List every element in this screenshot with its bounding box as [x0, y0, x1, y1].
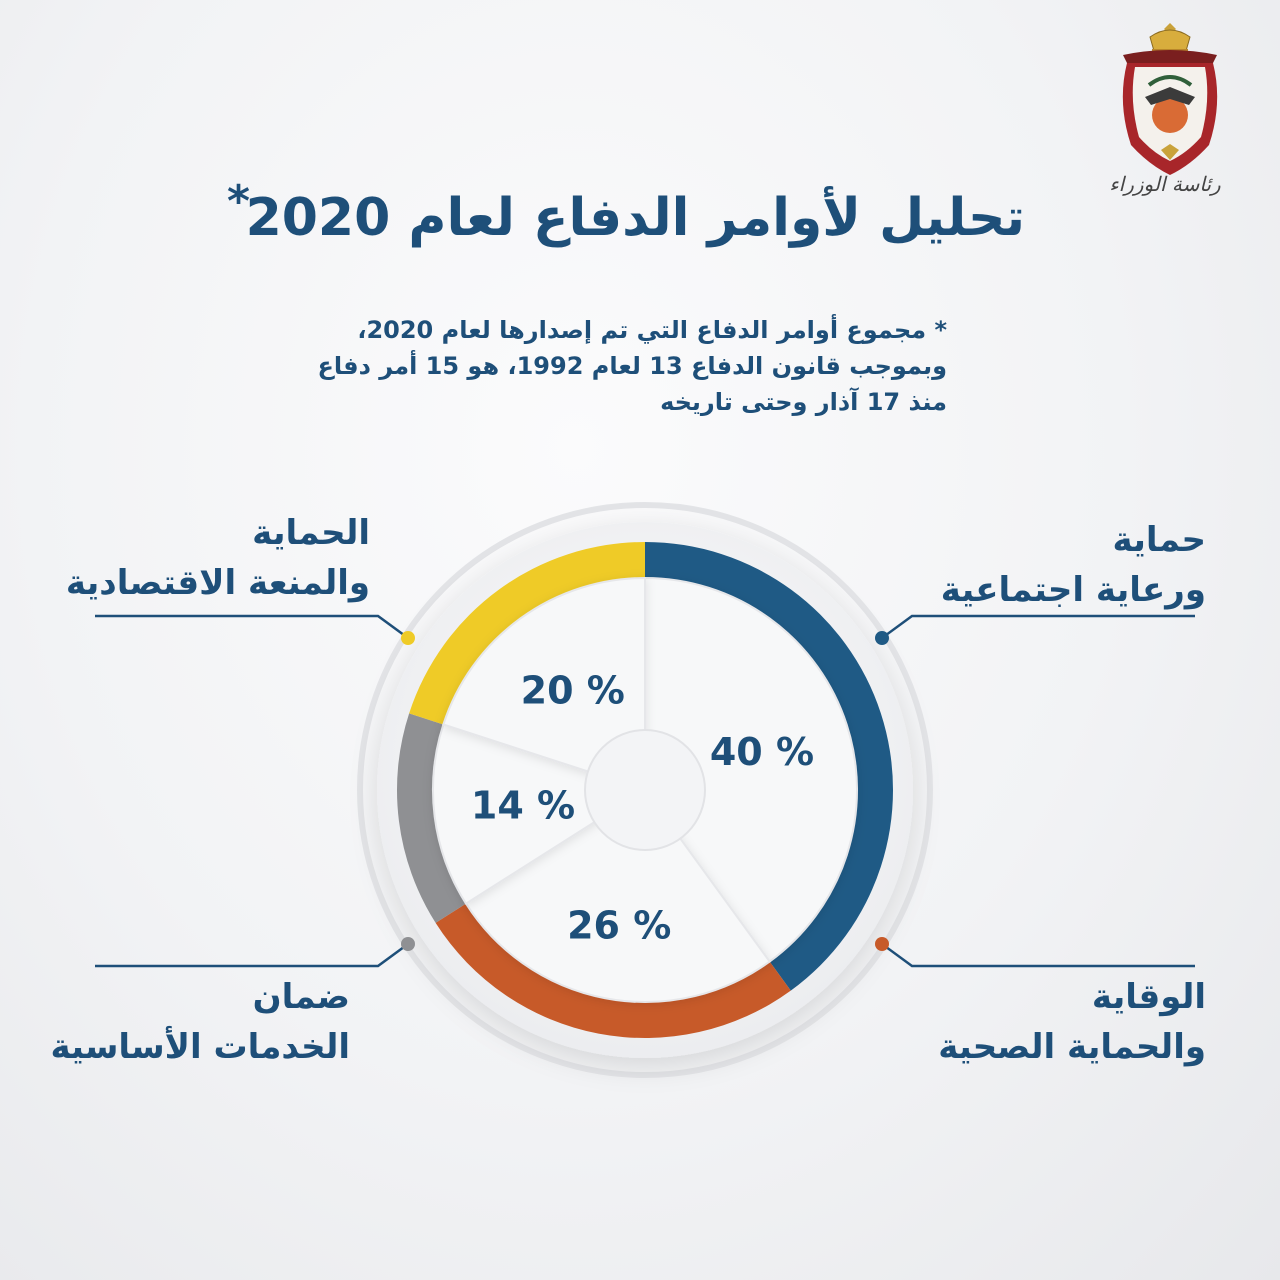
- category-label-social-protection: حماية ورعاية اجتماعية: [900, 515, 1206, 615]
- pie-slice-health-protection: [464, 788, 772, 1003]
- footnote-line: * مجموع أوامر الدفاع التي تم إصدارها لعا…: [357, 316, 947, 344]
- footnote-line: وبموجب قانون الدفاع 13 لعام 1992، هو 15 …: [317, 352, 948, 380]
- logo-caption: رئاسة الوزراء: [1109, 172, 1221, 196]
- category-label-line: والحماية الصحية: [938, 1027, 1206, 1067]
- connector-line-basic-services: [95, 942, 409, 968]
- category-label-economic-resilience: الحماية والمنعة الاقتصادية: [40, 508, 370, 608]
- category-label-line: ضمان: [252, 977, 350, 1017]
- value-label-social-protection: 40 %: [710, 730, 814, 774]
- connector-dot-economic-resilience: [401, 631, 415, 645]
- category-label-basic-services: ضمان الخدمات الأساسية: [40, 972, 351, 1072]
- page-title: تحليل لأوامر الدفاع لعام 2020: [245, 188, 1025, 248]
- category-label-line: الحماية: [252, 513, 370, 553]
- value-label-basic-services: 14 %: [471, 783, 575, 827]
- value-label-health-protection: 26 %: [567, 903, 671, 947]
- pie-slice-basic-services: [432, 723, 648, 905]
- connector-line-health-protection: [881, 942, 1195, 968]
- connector-dot-basic-services: [401, 937, 415, 951]
- connector-dot-health-protection: [875, 937, 889, 951]
- chart-hub: [584, 729, 706, 851]
- category-label-line: الوقاية: [1091, 977, 1206, 1017]
- title-footnote-mark: *: [227, 176, 251, 227]
- pie-slice-social-protection: [644, 576, 858, 963]
- pie-slice-economic-resilience: [442, 576, 646, 792]
- connector-line-social-protection: [881, 614, 1195, 640]
- ring-segment-social-protection: [645, 542, 894, 991]
- category-label-line: حماية: [1112, 520, 1206, 560]
- connector-dot-social-protection: [875, 631, 889, 645]
- category-label-health-protection: الوقاية والحماية الصحية: [880, 972, 1206, 1072]
- chart-outer-halo: [357, 502, 933, 1078]
- category-label-line: ورعاية اجتماعية: [940, 570, 1206, 610]
- category-label-line: والمنعة الاقتصادية: [65, 563, 370, 603]
- connector-line-economic-resilience: [95, 614, 409, 640]
- footnote-text: * مجموع أوامر الدفاع التي تم إصدارها لعا…: [267, 312, 948, 420]
- coat-of-arms-logo: [1122, 23, 1218, 175]
- category-label-line: الخدمات الأساسية: [50, 1027, 351, 1067]
- value-label-economic-resilience: 20 %: [521, 669, 625, 713]
- footnote-line: منذ 17 آذار وحتى تاريخه: [660, 388, 947, 416]
- ring-segment-health-protection: [435, 902, 791, 1039]
